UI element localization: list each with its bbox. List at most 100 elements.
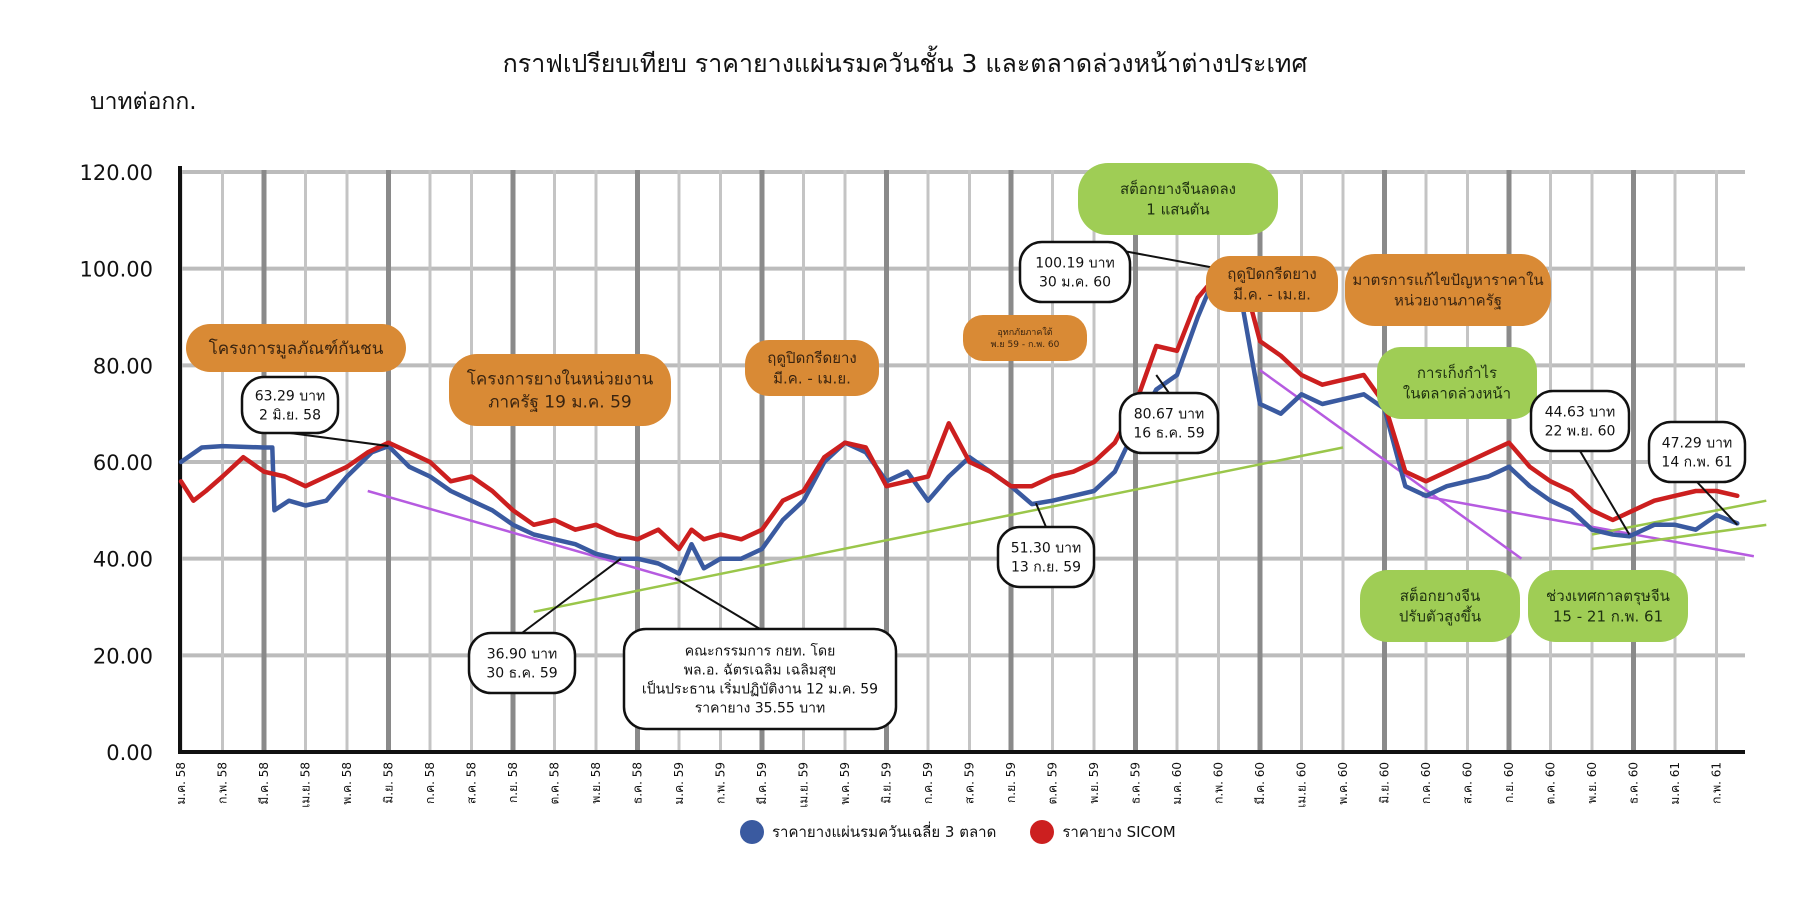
y-tick-label: 60.00 <box>93 451 153 475</box>
value-callout: 47.29 บาท 14 ก.พ. 61 <box>1647 420 1747 484</box>
callout-leader <box>1696 481 1738 526</box>
x-tick-label: พ.ค. 58 <box>340 762 354 805</box>
x-tick-label: พ.ค. 59 <box>838 762 852 805</box>
value-callout: 36.90 บาท 30 ธ.ค. 59 <box>467 631 577 695</box>
x-tick-label: มี.ค. 58 <box>257 762 271 805</box>
x-tick-label: เม.ย. 59 <box>797 762 811 808</box>
event-label-box <box>1377 347 1537 419</box>
x-tick-label: พ.ย. 59 <box>1087 762 1101 804</box>
legend-item-sicom: ราคายาง SICOM <box>1030 820 1176 844</box>
x-tick-label: มิ.ย. 60 <box>1378 762 1392 804</box>
event-label-text: โครงการยางในหน่วยงาน <box>467 368 654 389</box>
event-label-text: ปรับตัวสูงขึ้น <box>1399 605 1481 625</box>
value-callout-box <box>1018 240 1132 304</box>
x-tick-label: ส.ค. 60 <box>1461 762 1475 804</box>
value-callout-box <box>467 631 577 695</box>
value-callout-text: 51.30 บาท <box>1011 540 1082 556</box>
x-tick-label: ธ.ค. 59 <box>1129 762 1143 804</box>
value-callout-text: คณะกรรมการ กยท. โดย <box>685 643 836 660</box>
x-tick-label: ส.ค. 58 <box>465 762 479 804</box>
y-tick-label: 100.00 <box>80 258 153 282</box>
event-label-text: มี.ค. - เม.ย. <box>773 369 851 387</box>
x-tick-label: มี.ค. 60 <box>1253 762 1267 805</box>
callout-leader <box>1034 502 1047 528</box>
x-tick-label: ก.พ. 61 <box>1710 762 1724 804</box>
event-label: โครงการมูลภัณฑ์กันชน <box>186 324 406 372</box>
value-callout-box <box>240 375 340 435</box>
x-tick-label: ก.ย. 60 <box>1502 762 1516 803</box>
value-callout-text: 30 ธ.ค. 59 <box>486 665 557 681</box>
y-axis-unit-label: บาทต่อกก. <box>90 89 197 115</box>
value-callout: 100.19 บาท 30 ม.ค. 60 <box>1018 240 1132 304</box>
x-tick-label: มิ.ย. 59 <box>880 762 894 804</box>
event-label-text: 15 - 21 ก.พ. 61 <box>1553 607 1663 625</box>
callout-leader <box>1155 374 1170 394</box>
callout-leader <box>1579 450 1631 536</box>
x-tick-label: พ.ย. 60 <box>1585 762 1599 804</box>
value-callout-text: 63.29 บาท <box>255 388 326 404</box>
legend-item-rss3: ราคายางแผ่นรมควันเฉลี่ย 3 ตลาด <box>740 820 996 844</box>
x-tick-label: ม.ค. 58 <box>174 762 188 805</box>
chart-legend: ราคายางแผ่นรมควันเฉลี่ย 3 ตลาด ราคายาง S… <box>740 820 1176 844</box>
x-tick-label: ก.ย. 58 <box>506 762 520 803</box>
y-tick-label: 20.00 <box>93 644 153 668</box>
callout-leader <box>674 577 761 630</box>
value-callout-text: เป็นประธาน เริ่มปฏิบัติงาน 12 ม.ค. 59 <box>642 679 878 697</box>
x-tick-label: พ.ค. 60 <box>1336 762 1350 805</box>
event-label-box <box>1360 570 1520 642</box>
y-tick-label: 0.00 <box>106 741 153 765</box>
event-label-box <box>1528 570 1688 642</box>
y-tick-label: 40.00 <box>93 548 153 572</box>
x-tick-label: ม.ค. 59 <box>672 762 686 805</box>
event-label-text: โครงการมูลภัณฑ์กันชน <box>209 338 384 359</box>
event-label: โครงการยางในหน่วยงานภาครัฐ 19 ม.ค. 59 <box>449 354 671 426</box>
value-callout-text: 13 ก.ย. 59 <box>1011 559 1081 575</box>
series-line-sicom <box>178 261 1740 552</box>
value-callout-text: 14 ก.พ. 61 <box>1661 454 1732 470</box>
legend-swatch-sicom <box>1030 820 1055 844</box>
value-callout-text: 30 ม.ค. 60 <box>1039 274 1111 290</box>
event-label-text: สต็อกยางจีนลดลง <box>1120 179 1236 198</box>
event-label-text: การเก็งกำไร <box>1417 363 1497 382</box>
value-callout: 51.30 บาท 13 ก.ย. 59 <box>996 525 1096 589</box>
event-label-text: มาตรการแก้ไขปัญหาราคาใน <box>1352 271 1543 289</box>
value-callout-text: 47.29 บาท <box>1662 435 1733 451</box>
event-label-box <box>1078 163 1278 235</box>
x-tick-label: ต.ค. 59 <box>1046 762 1060 805</box>
value-callout: 63.29 บาท 2 มิ.ย. 58 <box>240 375 340 435</box>
event-label-box <box>186 324 406 372</box>
trend-line <box>1591 523 1767 551</box>
x-tick-label: เม.ย. 58 <box>299 762 313 808</box>
value-callout: 44.63 บาท 22 พ.ย. 60 <box>1529 389 1631 453</box>
x-tick-label: ก.พ. 58 <box>216 762 230 804</box>
event-label-text: สต็อกยางจีน <box>1400 586 1481 605</box>
callout-leader <box>289 432 389 448</box>
x-tick-label: ส.ค. 59 <box>963 762 977 804</box>
event-label-text: อุทกภัยภาคใต้ <box>997 327 1052 338</box>
trend-line <box>1259 369 1523 560</box>
x-tick-label: ธ.ค. 58 <box>631 762 645 804</box>
value-callout: 80.67 บาท 16 ธ.ค. 59 <box>1118 391 1220 455</box>
value-callout-box <box>1118 391 1220 455</box>
legend-label-sicom: ราคายาง SICOM <box>1062 823 1176 841</box>
x-tick-label: มิ.ย. 58 <box>382 762 396 804</box>
y-tick-label: 80.00 <box>93 354 153 378</box>
event-label-text: ฤดูปิดกรีดยาง <box>1227 265 1317 283</box>
value-callout-text: 36.90 บาท <box>487 646 558 662</box>
x-tick-label: พ.ย. 58 <box>589 762 603 804</box>
chart-title: กราฟเปรียบเทียบ ราคายางแผ่นรมควันชั้น 3 … <box>502 49 1308 78</box>
value-callout-box <box>996 525 1096 589</box>
trend-line <box>367 489 680 582</box>
x-tick-label: ต.ค. 60 <box>1544 762 1558 805</box>
event-label-box <box>963 315 1087 361</box>
x-tick-label: ธ.ค. 60 <box>1627 762 1641 804</box>
event-label-text: หน่วยงานภาครัฐ <box>1394 291 1502 309</box>
value-callout-text: 44.63 บาท <box>1545 404 1616 420</box>
value-callout-text: 16 ธ.ค. 59 <box>1133 425 1204 441</box>
x-tick-label: ก.พ. 60 <box>1212 762 1226 804</box>
